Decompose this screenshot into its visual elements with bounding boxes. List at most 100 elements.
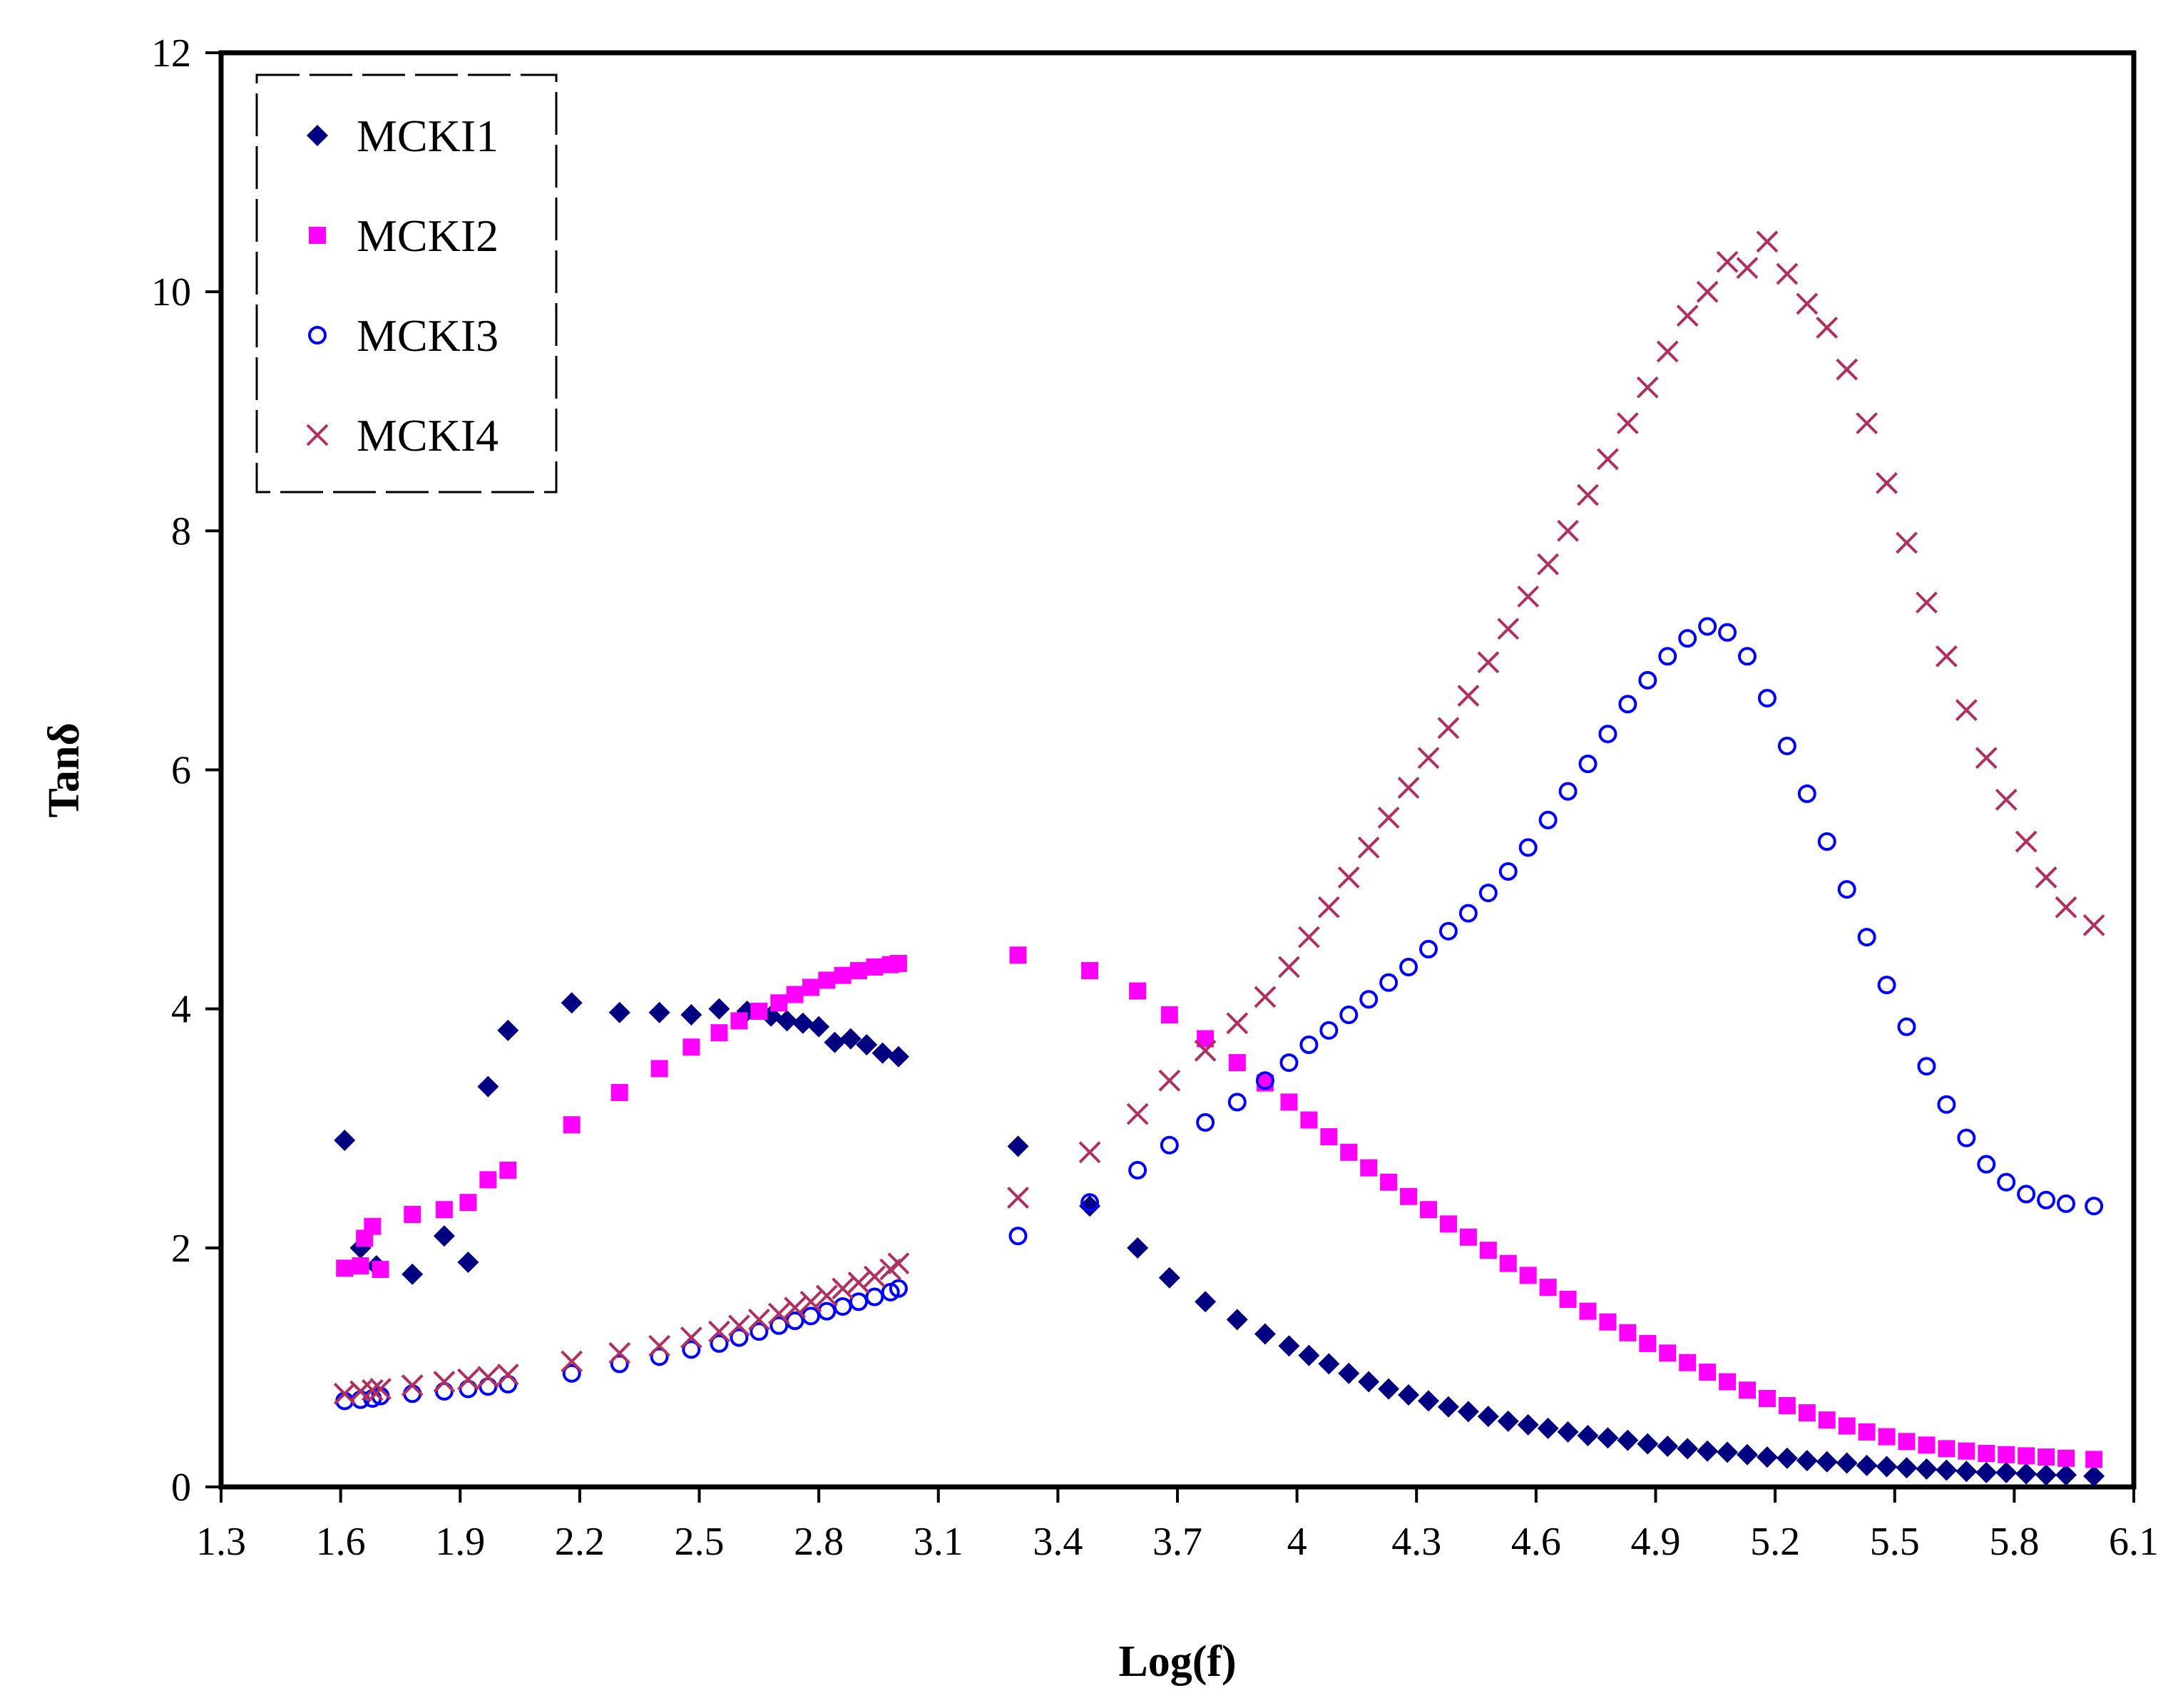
data-point xyxy=(1656,340,1679,363)
data-point xyxy=(1997,1172,2016,1192)
data-point xyxy=(1539,1279,1557,1297)
data-point xyxy=(1377,807,1400,829)
data-point xyxy=(1876,1456,1898,1478)
data-point xyxy=(1081,962,1099,980)
data-point xyxy=(770,994,788,1012)
data-point xyxy=(1836,1452,1858,1474)
data-point xyxy=(2055,896,2077,919)
data-point xyxy=(650,1060,668,1078)
data-point xyxy=(561,1350,583,1373)
data-point xyxy=(372,1260,389,1278)
data-point xyxy=(1975,1461,1998,1483)
data-point xyxy=(1477,1406,1499,1428)
data-point xyxy=(1357,837,1380,859)
data-point xyxy=(1517,585,1540,608)
data-point xyxy=(887,1045,909,1068)
data-point xyxy=(1918,1436,1936,1454)
data-point xyxy=(856,1033,878,1055)
data-point xyxy=(2018,1447,2035,1465)
data-point xyxy=(1977,1155,1996,1174)
y-tick-label: 4 xyxy=(171,988,191,1032)
data-point xyxy=(747,1308,770,1331)
data-point xyxy=(871,1042,894,1064)
data-point xyxy=(2017,1185,2036,1204)
data-point xyxy=(1659,1344,1677,1362)
data-point xyxy=(1127,1237,1149,1259)
data-point xyxy=(1438,921,1458,941)
data-point xyxy=(1559,1290,1577,1308)
x-tick-label: 2.8 xyxy=(794,1520,844,1564)
data-point xyxy=(1797,784,1816,804)
data-point xyxy=(1619,1324,1637,1341)
data-point xyxy=(1196,1113,1215,1132)
data-point xyxy=(1935,645,1958,668)
data-point xyxy=(1597,1427,1619,1449)
y-tick-label: 12 xyxy=(151,31,191,76)
data-point xyxy=(2035,866,2057,889)
data-point xyxy=(1129,982,1147,1000)
legend-marker-mcki4 xyxy=(306,424,329,446)
data-point xyxy=(1008,1227,1028,1246)
data-point xyxy=(1299,1035,1319,1054)
data-point xyxy=(650,1347,669,1366)
data-point xyxy=(1657,1436,1679,1458)
data-point xyxy=(1719,1373,1737,1391)
data-point xyxy=(1636,376,1659,399)
data-point xyxy=(750,1322,769,1341)
data-point xyxy=(1195,1291,1217,1313)
data-point xyxy=(1936,1459,1958,1481)
data-point xyxy=(1226,1309,1248,1331)
data-point xyxy=(364,1217,382,1235)
data-point xyxy=(887,1252,910,1275)
x-tick-label: 4.9 xyxy=(1631,1520,1681,1564)
data-point xyxy=(1339,1006,1359,1025)
data-point xyxy=(1080,1193,1100,1212)
data-point xyxy=(1638,670,1657,690)
data-point xyxy=(1226,1012,1249,1035)
data-point xyxy=(1577,484,1599,506)
data-point xyxy=(1278,1335,1300,1357)
data-point xyxy=(865,1287,884,1306)
x-tick-label: 2.2 xyxy=(555,1520,605,1564)
x-tick-label: 1.9 xyxy=(435,1520,485,1564)
data-point xyxy=(1337,866,1360,889)
data-point xyxy=(1518,838,1538,857)
data-point xyxy=(1776,262,1799,285)
data-point xyxy=(785,1311,804,1331)
y-tick-label: 8 xyxy=(171,509,191,553)
data-point xyxy=(1278,956,1300,978)
data-point xyxy=(2037,1190,2056,1210)
data-point xyxy=(1758,1389,1776,1407)
x-tick-label: 6.1 xyxy=(2109,1520,2159,1564)
data-point xyxy=(680,1326,702,1349)
data-point xyxy=(1798,1404,1816,1422)
data-point xyxy=(1537,553,1560,576)
data-point xyxy=(1677,1438,1699,1460)
data-point xyxy=(1360,1159,1378,1177)
data-point xyxy=(1738,647,1757,666)
data-point xyxy=(1479,1242,1497,1259)
data-point xyxy=(1298,1344,1320,1366)
data-point xyxy=(1158,1069,1181,1092)
data-point xyxy=(1937,1095,1956,1114)
data-point xyxy=(457,1251,479,1273)
data-point xyxy=(435,1201,453,1219)
data-point xyxy=(1739,1381,1757,1399)
data-point xyxy=(1378,1378,1400,1400)
data-point xyxy=(1478,884,1498,903)
data-point xyxy=(1838,1417,1856,1435)
data-point xyxy=(1958,1442,1975,1460)
data-point xyxy=(767,1302,790,1325)
data-point xyxy=(2083,1465,2105,1487)
data-point xyxy=(1876,471,1898,494)
data-point xyxy=(1340,1143,1358,1161)
data-point xyxy=(1280,1093,1298,1111)
data-point xyxy=(1836,358,1859,381)
legend-label-mcki1: MCKI1 xyxy=(357,111,499,161)
legend-marker-mcki1 xyxy=(307,125,328,146)
data-point xyxy=(833,1297,852,1316)
data-point xyxy=(710,1024,728,1042)
data-point xyxy=(1320,1127,1338,1145)
series-mcki1 xyxy=(334,992,2105,1487)
